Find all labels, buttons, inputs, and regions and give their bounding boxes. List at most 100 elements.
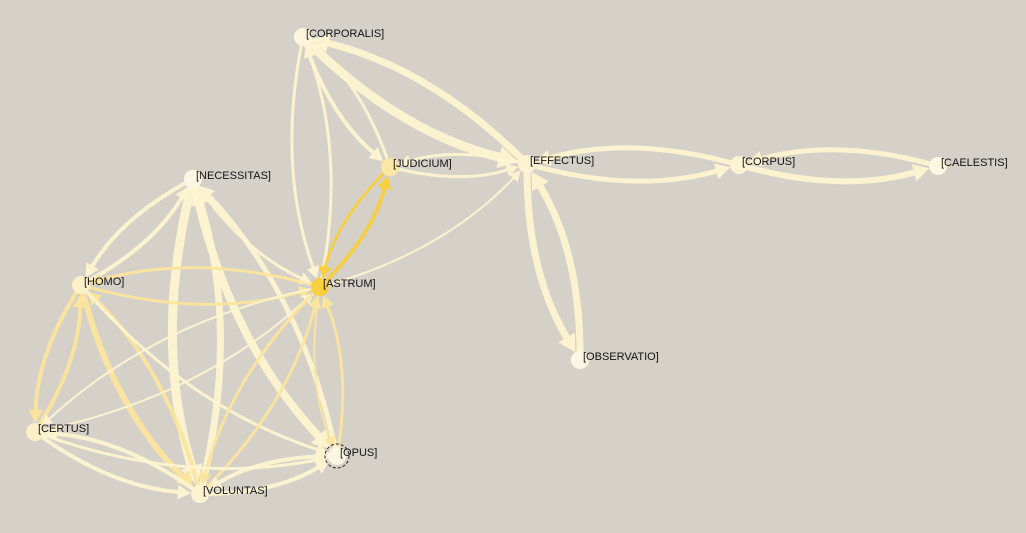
edge-line [34, 299, 307, 433]
edge-line [536, 182, 584, 364]
node-astrum[interactable]: [ASTRUM] [311, 278, 376, 296]
node-judicium[interactable]: [JUDICIUM] [381, 158, 452, 176]
edge-astrum-to-certus[interactable] [41, 286, 321, 426]
edge-homo-to-voluntas[interactable] [78, 282, 194, 488]
node-circle [518, 155, 536, 173]
edge-arrowhead [207, 476, 223, 490]
node-corporalis[interactable]: [CORPORALIS] [294, 28, 384, 46]
edge-arrowhead [177, 484, 192, 500]
edge-arrowhead [535, 150, 552, 166]
edge-caelestis-to-corpus[interactable] [747, 147, 941, 169]
node-effectus[interactable]: [EFFECTUS] [518, 155, 594, 173]
node-voluntas[interactable]: [VOLUNTAS] [191, 485, 268, 503]
edge-corpus-to-caelestis[interactable] [736, 162, 930, 185]
node-observatio[interactable]: [OBSERVATIO] [571, 351, 659, 369]
node-caelestis[interactable]: [CAELESTIS] [929, 157, 1008, 175]
edge-judicium-to-corporalis[interactable] [309, 42, 392, 169]
node-certus[interactable]: [CERTUS] [26, 423, 89, 441]
edge-arrowhead [398, 154, 412, 168]
node-circle [311, 278, 329, 296]
edge-arrowhead [509, 170, 521, 183]
edge-line [198, 465, 320, 497]
nodes-layer: [CORPORALIS] [JUDICIUM] [EFFECTUS] [CORPUS]… [26, 28, 1008, 503]
edge-astrum-to-judicium[interactable] [318, 175, 392, 289]
edge-line [326, 304, 345, 458]
edge-voluntas-to-opus[interactable] [198, 460, 330, 497]
edge-astrum-to-homo[interactable] [89, 266, 322, 289]
edge-line [217, 453, 339, 485]
node-label: [CERTUS] [38, 423, 89, 435]
edge-arrowhead [309, 42, 324, 56]
edge-line [206, 193, 340, 459]
selection-ring [324, 443, 350, 469]
node-homo[interactable]: [HOMO] [72, 276, 124, 294]
edge-line [167, 174, 198, 472]
node-label: [EFFECTUS] [530, 155, 594, 167]
node-circle [381, 158, 399, 176]
edge-line [55, 431, 202, 496]
edge-judicium-to-astrum[interactable] [319, 165, 392, 279]
node-circle [730, 156, 748, 174]
edge-effectus-to-corporalis[interactable] [311, 33, 531, 168]
edge-homo-to-certus[interactable] [28, 283, 83, 424]
edge-effectus-to-judicium[interactable] [398, 152, 529, 168]
edge-line [189, 175, 323, 440]
edge-arrowhead [199, 472, 212, 486]
node-label: [CAELESTIS] [941, 157, 1008, 169]
edge-line [203, 285, 322, 476]
node-circle [929, 157, 947, 175]
edge-corporalis-to-astrum[interactable] [290, 35, 320, 279]
node-corpus[interactable]: [CORPUS] [730, 156, 795, 174]
node-circle [571, 351, 589, 369]
edge-observatio-to-effectus[interactable] [531, 171, 584, 364]
edge-arrowhead [714, 163, 731, 179]
edge-arrowhead [199, 185, 215, 202]
edge-line [736, 162, 918, 185]
edge-line [524, 161, 719, 184]
edge-certus-to-voluntas[interactable] [33, 430, 192, 500]
edge-opus-to-necessitas[interactable] [199, 185, 340, 459]
edge-line [33, 305, 83, 434]
edge-effectus-to-observatio[interactable] [523, 160, 576, 353]
edge-effectus-to-corpus[interactable] [524, 161, 731, 184]
edge-line [198, 305, 317, 496]
node-label: [VOLUNTAS] [203, 485, 268, 497]
edge-arrowhead [176, 470, 194, 488]
node-circle [72, 276, 90, 294]
edge-line [523, 160, 571, 342]
edge-line [79, 283, 319, 452]
edge-line [308, 55, 333, 289]
edge-arrowhead [911, 164, 930, 182]
edge-line [759, 147, 941, 169]
edge-arrowhead [505, 163, 519, 177]
edge-arrowhead [321, 295, 334, 309]
edge-opus-to-voluntas[interactable] [207, 453, 339, 490]
edge-arrowhead [747, 151, 764, 167]
edge-line [313, 286, 331, 439]
edge-judicium-to-effectus[interactable] [388, 163, 519, 179]
node-circle [184, 170, 202, 188]
edge-line [33, 430, 318, 471]
edge-necessitas-to-opus[interactable] [189, 175, 331, 450]
edge-astrum-to-effectus[interactable] [319, 170, 521, 288]
edge-arrowhead [306, 265, 320, 279]
edge-corpus-to-effectus[interactable] [535, 145, 742, 168]
edge-line [290, 35, 315, 269]
node-label: [CORPORALIS] [306, 28, 384, 40]
edge-arrowhead [531, 171, 549, 192]
edge-arrowhead [311, 33, 331, 53]
edge-line [324, 39, 531, 168]
node-circle [26, 423, 44, 441]
edges-layer [28, 32, 941, 500]
edge-necessitas-to-homo[interactable] [85, 177, 195, 278]
edge-opus-to-astrum[interactable] [321, 295, 345, 458]
edge-arrowhead [377, 175, 392, 191]
node-circle [191, 485, 209, 503]
edge-astrum-to-voluntas[interactable] [199, 285, 322, 486]
edge-astrum-to-corporalis[interactable] [303, 45, 333, 289]
node-opus[interactable]: [OPUS] [324, 443, 377, 469]
edge-arrowhead [41, 414, 54, 426]
node-label: [ASTRUM] [323, 278, 376, 290]
node-necessitas[interactable]: [NECESSITAS] [184, 170, 271, 188]
